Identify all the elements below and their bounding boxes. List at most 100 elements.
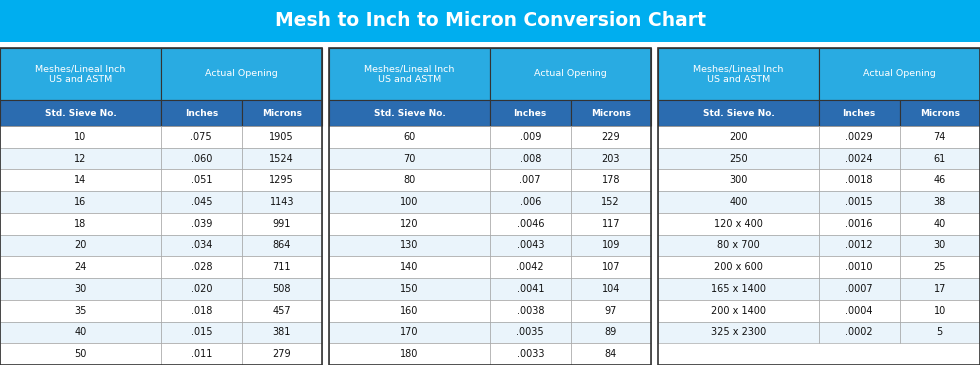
- Bar: [819, 300, 900, 322]
- Bar: [161, 191, 241, 213]
- Text: 74: 74: [934, 132, 946, 142]
- Text: Actual Opening: Actual Opening: [534, 69, 607, 78]
- Text: 130: 130: [400, 241, 418, 250]
- Bar: [900, 213, 980, 235]
- Bar: [241, 169, 322, 191]
- Bar: [241, 300, 322, 322]
- Text: .0010: .0010: [846, 262, 873, 272]
- Bar: [161, 213, 241, 235]
- Text: .0029: .0029: [846, 132, 873, 142]
- Text: 30: 30: [74, 284, 86, 294]
- Bar: [658, 213, 819, 235]
- Bar: [570, 126, 651, 148]
- Text: .0016: .0016: [846, 219, 873, 229]
- Text: 60: 60: [404, 132, 416, 142]
- Bar: [819, 169, 900, 191]
- Bar: [329, 126, 490, 148]
- Bar: [819, 191, 900, 213]
- Text: .009: .009: [519, 132, 541, 142]
- Text: 17: 17: [934, 284, 946, 294]
- Bar: [241, 278, 322, 300]
- Bar: [0, 126, 161, 148]
- Text: 170: 170: [400, 327, 418, 337]
- Text: .0004: .0004: [846, 306, 873, 316]
- Bar: [161, 126, 241, 148]
- Bar: [819, 148, 900, 169]
- Bar: [329, 256, 490, 278]
- Bar: [490, 256, 570, 278]
- Text: 150: 150: [400, 284, 418, 294]
- Bar: [241, 213, 322, 235]
- Text: 107: 107: [602, 262, 620, 272]
- Bar: [329, 48, 651, 365]
- Text: .0012: .0012: [846, 241, 873, 250]
- Bar: [0, 256, 161, 278]
- Text: .0046: .0046: [516, 219, 544, 229]
- Text: .039: .039: [190, 219, 212, 229]
- Text: Meshes/Lineal Inch
US and ASTM: Meshes/Lineal Inch US and ASTM: [365, 64, 455, 84]
- Bar: [570, 100, 651, 126]
- Bar: [490, 322, 570, 343]
- Bar: [161, 235, 241, 256]
- Text: 300: 300: [729, 175, 748, 185]
- Bar: [658, 278, 819, 300]
- Bar: [658, 48, 980, 365]
- Text: .0042: .0042: [516, 262, 544, 272]
- Bar: [161, 48, 322, 100]
- Text: 140: 140: [400, 262, 418, 272]
- Bar: [241, 343, 322, 365]
- Bar: [658, 235, 819, 256]
- Text: .018: .018: [190, 306, 212, 316]
- Bar: [0, 48, 322, 365]
- Bar: [0, 213, 161, 235]
- Text: 400: 400: [729, 197, 748, 207]
- Bar: [241, 191, 322, 213]
- Bar: [490, 213, 570, 235]
- Text: 70: 70: [404, 154, 416, 164]
- Text: Inches: Inches: [184, 108, 218, 118]
- Text: Actual Opening: Actual Opening: [205, 69, 278, 78]
- Text: 18: 18: [74, 219, 86, 229]
- Bar: [900, 278, 980, 300]
- Bar: [490, 278, 570, 300]
- Text: 14: 14: [74, 175, 86, 185]
- Bar: [570, 235, 651, 256]
- Text: Std. Sieve No.: Std. Sieve No.: [373, 108, 445, 118]
- Text: .008: .008: [519, 154, 541, 164]
- Bar: [161, 148, 241, 169]
- Text: 80 x 700: 80 x 700: [717, 241, 760, 250]
- Bar: [329, 191, 490, 213]
- Bar: [819, 278, 900, 300]
- Bar: [161, 100, 241, 126]
- Text: 1295: 1295: [270, 175, 294, 185]
- Bar: [0, 169, 161, 191]
- Bar: [570, 169, 651, 191]
- Text: Std. Sieve No.: Std. Sieve No.: [45, 108, 117, 118]
- Text: 325 x 2300: 325 x 2300: [710, 327, 766, 337]
- Bar: [0, 278, 161, 300]
- Bar: [900, 300, 980, 322]
- Text: 152: 152: [602, 197, 620, 207]
- Bar: [490, 126, 570, 148]
- Text: .0018: .0018: [846, 175, 873, 185]
- Bar: [819, 322, 900, 343]
- Text: 30: 30: [934, 241, 946, 250]
- Bar: [819, 100, 900, 126]
- Text: 20: 20: [74, 241, 86, 250]
- Text: 120: 120: [400, 219, 418, 229]
- Bar: [570, 256, 651, 278]
- Bar: [658, 148, 819, 169]
- Text: .028: .028: [190, 262, 212, 272]
- Bar: [0, 48, 161, 100]
- Bar: [241, 235, 322, 256]
- Text: Meshes/Lineal Inch
US and ASTM: Meshes/Lineal Inch US and ASTM: [35, 64, 125, 84]
- Bar: [329, 278, 490, 300]
- Text: 35: 35: [74, 306, 86, 316]
- Text: .0007: .0007: [846, 284, 873, 294]
- Bar: [490, 343, 570, 365]
- Bar: [570, 278, 651, 300]
- Text: 5: 5: [937, 327, 943, 337]
- Text: .0002: .0002: [846, 327, 873, 337]
- Bar: [241, 148, 322, 169]
- Bar: [570, 213, 651, 235]
